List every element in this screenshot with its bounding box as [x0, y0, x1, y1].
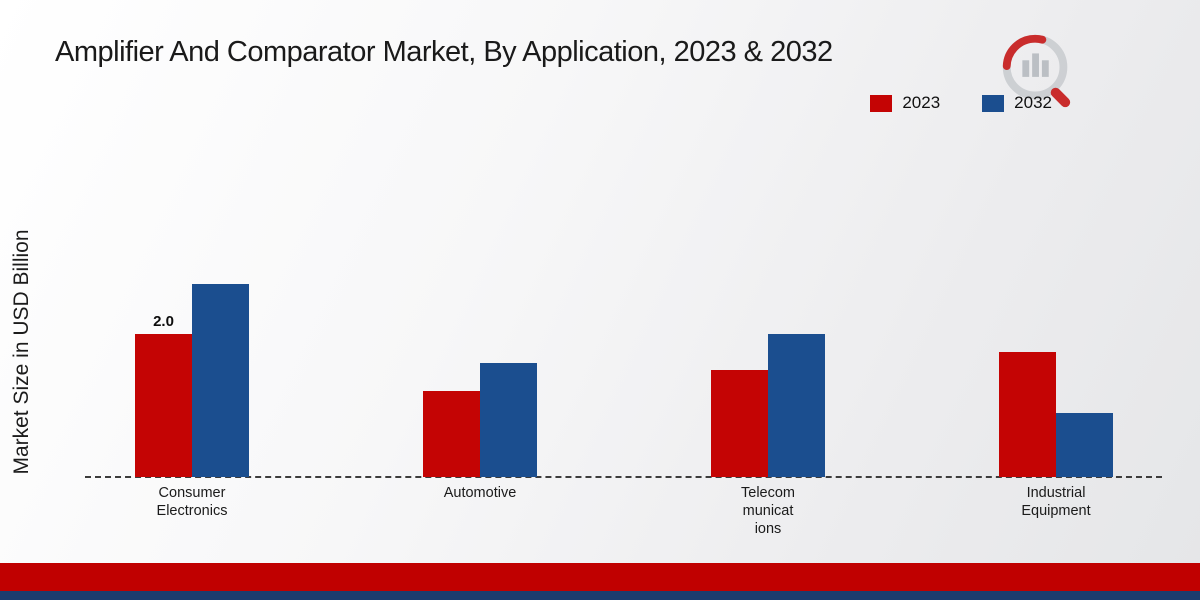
- bar-2032-telecommunications: [768, 334, 825, 477]
- category-label-consumer-electronics: Consumer Electronics: [156, 485, 228, 519]
- bar-group-telecommunications: [711, 334, 825, 477]
- category-label-industrial-equipment: Industrial Equipment: [1021, 485, 1091, 519]
- legend: 2023 2032: [870, 93, 1052, 113]
- bar-2023-industrial-equipment: [999, 352, 1056, 477]
- bar-group-consumer-electronics: [135, 284, 249, 477]
- bar-2023-automotive: [423, 391, 480, 477]
- bar-2023-consumer-electronics: [135, 334, 192, 477]
- bar-2032-automotive: [480, 363, 537, 477]
- legend-swatch-2032-icon: [982, 94, 1005, 112]
- footer-red-band: [0, 563, 1200, 591]
- category-label-telecommunications: Telecom municat ions: [741, 485, 795, 537]
- legend-item-2032: 2032: [982, 93, 1052, 113]
- legend-swatch-2023-icon: [870, 94, 893, 112]
- bar-2023-telecommunications: [711, 370, 768, 477]
- bar-group-automotive: [423, 363, 537, 477]
- market-research-future-logo-icon: [1002, 34, 1071, 108]
- bar-group-industrial-equipment: [999, 352, 1113, 477]
- x-axis-baseline: [85, 476, 1162, 478]
- bar-2032-consumer-electronics: [192, 284, 249, 477]
- bar-2032-industrial-equipment: [1056, 413, 1113, 477]
- bar-value-label-2023-consumer-electronics: 2.0: [153, 313, 174, 330]
- footer-navy-band: [0, 591, 1200, 600]
- page-title: Amplifier And Comparator Market, By Appl…: [55, 36, 833, 68]
- legend-label-2023: 2023: [902, 93, 941, 112]
- legend-label-2032: 2032: [1014, 93, 1052, 112]
- legend-item-2023: 2023: [870, 93, 940, 113]
- category-label-automotive: Automotive: [443, 485, 517, 501]
